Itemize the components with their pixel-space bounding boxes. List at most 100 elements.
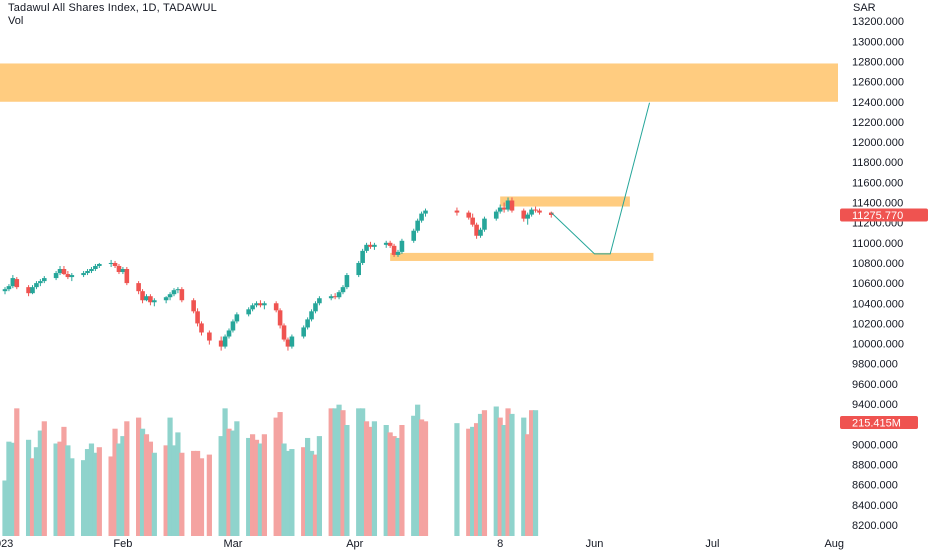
volume-bar bbox=[387, 432, 393, 536]
candle-body bbox=[313, 303, 318, 312]
candle-body bbox=[175, 289, 181, 291]
candle-body bbox=[218, 340, 224, 347]
volume-bar bbox=[88, 443, 95, 536]
volume-bar bbox=[360, 408, 366, 536]
price-tick-label: 12800.000 bbox=[852, 56, 904, 68]
volume-layer bbox=[2, 404, 539, 536]
volume-bar bbox=[234, 421, 240, 536]
price-axis[interactable]: SAR 13200.000 13000.000 12800.000 12600.000 1… bbox=[840, 2, 928, 532]
candle bbox=[419, 211, 424, 223]
candle bbox=[309, 309, 314, 322]
volume-bar bbox=[371, 421, 378, 536]
volume-bar bbox=[112, 428, 118, 536]
time-tick-label: 2023 bbox=[0, 538, 13, 550]
candle bbox=[148, 294, 153, 306]
volume-bar bbox=[470, 426, 476, 536]
volume-bar bbox=[167, 417, 173, 536]
candle-body bbox=[120, 269, 126, 273]
candle bbox=[273, 301, 279, 313]
candle-body bbox=[336, 292, 342, 298]
volume-bar bbox=[285, 450, 291, 536]
candle bbox=[509, 197, 515, 213]
candle bbox=[501, 202, 507, 213]
candle bbox=[423, 208, 428, 217]
candle bbox=[167, 292, 173, 301]
candle bbox=[171, 288, 177, 297]
last-price-label: 11275.770 bbox=[852, 210, 903, 222]
volume-bar bbox=[41, 421, 47, 536]
candle-body bbox=[144, 296, 149, 301]
volume-bar bbox=[418, 419, 425, 536]
price-tick-label: 8800.000 bbox=[852, 459, 898, 471]
volume-bar bbox=[316, 436, 322, 536]
candle-body bbox=[14, 279, 20, 288]
time-tick-label: Jul bbox=[705, 538, 719, 550]
candle-body bbox=[116, 265, 122, 273]
price-tick-label: 10000.000 bbox=[852, 339, 904, 351]
candle bbox=[254, 301, 259, 308]
volume-bar bbox=[226, 428, 232, 536]
volume-bar bbox=[521, 417, 527, 536]
volume-bar bbox=[179, 452, 185, 536]
candle bbox=[332, 293, 338, 300]
candle bbox=[108, 259, 114, 267]
candle-body bbox=[505, 200, 511, 210]
candle-body bbox=[65, 274, 71, 278]
candle-body bbox=[136, 283, 141, 292]
candle-body bbox=[273, 303, 279, 311]
candle-body bbox=[61, 269, 67, 275]
candle bbox=[470, 213, 475, 227]
candles-layer bbox=[2, 197, 554, 351]
candle-body bbox=[364, 244, 369, 251]
candle-body bbox=[262, 303, 267, 306]
volume-bar bbox=[395, 437, 401, 536]
volume-bar bbox=[501, 425, 507, 536]
volume-bar bbox=[493, 406, 499, 536]
volume-bar bbox=[340, 410, 346, 536]
volume-bar bbox=[175, 432, 181, 536]
volume-bar bbox=[454, 423, 460, 536]
volume-indicator-label[interactable]: Vol bbox=[8, 15, 24, 27]
volume-bar bbox=[399, 425, 405, 536]
candle bbox=[285, 337, 291, 351]
candle-body bbox=[250, 305, 255, 310]
zone-rectangle[interactable] bbox=[500, 196, 630, 207]
candle-body bbox=[81, 273, 86, 276]
candle-body bbox=[42, 278, 47, 282]
candle bbox=[136, 281, 141, 295]
candle bbox=[65, 271, 71, 280]
candle-body bbox=[478, 229, 483, 236]
candle bbox=[218, 336, 224, 351]
volume-bar bbox=[108, 456, 114, 536]
time-axis[interactable]: 2023 Feb Mar Apr 8 Jun Jul Aug bbox=[0, 538, 844, 550]
zone-rectangle[interactable] bbox=[390, 252, 654, 261]
candle-body bbox=[10, 278, 16, 287]
zones-layer bbox=[0, 63, 838, 261]
candle bbox=[317, 296, 322, 306]
volume-bar bbox=[10, 442, 16, 536]
time-tick-label: Jun bbox=[586, 538, 604, 550]
candle bbox=[26, 285, 31, 297]
zone-rectangle[interactable] bbox=[0, 63, 838, 102]
candle-body bbox=[332, 296, 338, 298]
candle-body bbox=[309, 311, 314, 320]
projection-path[interactable] bbox=[550, 102, 651, 255]
last-volume-label: 215.415M bbox=[852, 418, 901, 430]
volume-bar bbox=[525, 434, 531, 536]
candle-body bbox=[301, 327, 306, 337]
volume-bar bbox=[194, 450, 201, 536]
candle-body bbox=[26, 287, 31, 294]
volume-bar bbox=[312, 454, 319, 536]
candle bbox=[372, 242, 377, 250]
candle-body bbox=[344, 275, 350, 288]
volume-bar bbox=[2, 480, 8, 536]
candle bbox=[383, 240, 389, 248]
volume-bar bbox=[308, 450, 315, 536]
candle bbox=[2, 287, 8, 295]
candle bbox=[34, 281, 39, 290]
candle-body bbox=[234, 314, 240, 322]
volume-bar bbox=[120, 436, 126, 536]
volume-bar bbox=[356, 408, 362, 536]
candle bbox=[38, 279, 43, 287]
